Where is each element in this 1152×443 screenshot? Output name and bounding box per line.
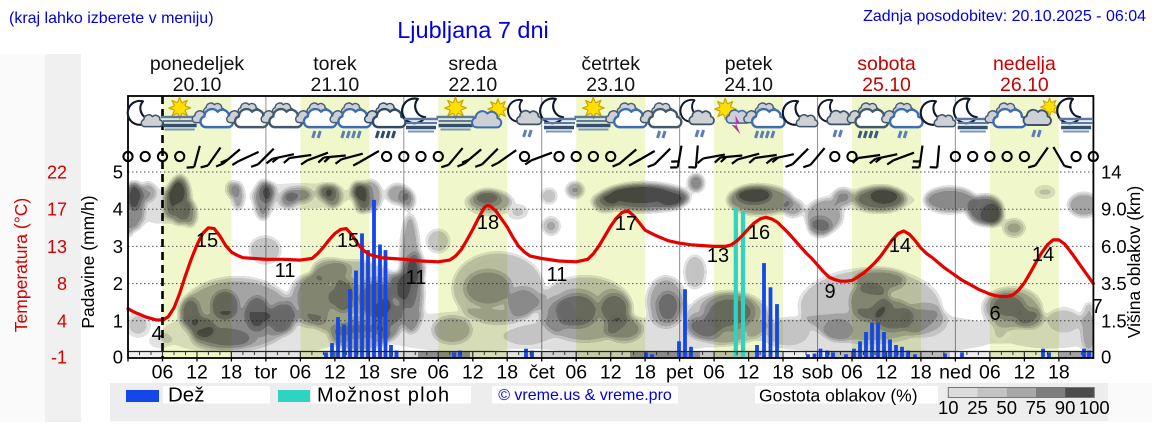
svg-text:tor: tor [255,362,278,384]
svg-text:ponedeljek: ponedeljek [150,53,245,75]
svg-text:26.10: 26.10 [1000,74,1049,96]
svg-text:5: 5 [113,162,123,183]
svg-text:12: 12 [462,362,484,384]
svg-text:22.10: 22.10 [448,74,497,96]
svg-text:4: 4 [113,199,123,220]
svg-text:13: 13 [707,245,729,267]
svg-text:06: 06 [841,362,863,384]
svg-text:25: 25 [967,397,988,418]
svg-text:24.10: 24.10 [724,74,773,96]
svg-text:Gostota oblakov (%): Gostota oblakov (%) [759,386,918,406]
svg-text:06: 06 [979,362,1001,384]
svg-text:18: 18 [358,362,380,384]
svg-text:10: 10 [938,397,959,418]
svg-text:8: 8 [57,274,67,294]
svg-text:-1: -1 [51,348,67,368]
svg-text:torek: torek [313,53,357,75]
svg-text:nedelja: nedelja [993,53,1056,75]
svg-text:pet: pet [666,362,694,384]
svg-text:ned: ned [939,362,972,384]
svg-text:4: 4 [151,323,162,345]
svg-text:(kraj lahko izberete v meniju): (kraj lahko izberete v meniju) [9,10,214,27]
svg-text:12: 12 [1014,362,1036,384]
svg-text:čet: čet [529,362,556,384]
svg-text:18: 18 [634,362,656,384]
svg-text:petek: petek [725,53,773,75]
svg-text:Dež: Dež [168,384,204,407]
svg-text:12: 12 [600,362,622,384]
svg-text:17: 17 [615,213,637,235]
svg-text:0: 0 [1101,347,1111,368]
svg-text:Zadnja posodobitev: 20.10.2025: Zadnja posodobitev: 20.10.2025 - 06:04 [863,8,1146,25]
svg-text:sreda: sreda [448,53,497,75]
svg-text:06: 06 [152,362,174,384]
svg-text:sob: sob [802,362,834,384]
svg-text:12: 12 [186,362,208,384]
svg-text:3: 3 [113,236,123,257]
svg-text:Ljubljana 7 dni: Ljubljana 7 dni [397,17,549,43]
svg-text:14: 14 [889,235,911,257]
svg-text:15: 15 [337,230,359,252]
svg-text:22: 22 [47,163,67,183]
svg-text:Višina oblakov (km): Višina oblakov (km) [1124,186,1144,338]
svg-text:četrtek: četrtek [581,53,640,75]
svg-text:11: 11 [275,260,296,282]
svg-text:100: 100 [1079,397,1110,418]
svg-text:0: 0 [113,347,123,368]
svg-text:12: 12 [876,362,898,384]
svg-text:Temperatura (°C): Temperatura (°C) [11,198,31,332]
svg-text:9.0: 9.0 [1101,199,1127,220]
svg-text:90: 90 [1055,397,1076,418]
svg-text:75: 75 [1026,397,1047,418]
svg-text:12: 12 [324,362,346,384]
svg-text:7: 7 [1091,296,1102,318]
svg-text:12: 12 [738,362,760,384]
svg-text:sobota: sobota [857,53,916,75]
svg-text:2: 2 [113,273,123,294]
svg-text:4: 4 [57,311,67,331]
svg-text:6: 6 [989,303,1000,325]
svg-text:06: 06 [427,362,449,384]
svg-text:14: 14 [1101,162,1122,183]
svg-text:18: 18 [910,362,932,384]
svg-text:23.10: 23.10 [586,74,635,96]
svg-text:17: 17 [47,200,67,220]
svg-text:1.5: 1.5 [1101,310,1127,331]
svg-text:1: 1 [113,310,123,331]
svg-text:16: 16 [748,222,770,244]
svg-text:© vreme.us & vreme.pro: © vreme.us & vreme.pro [498,387,672,404]
svg-text:06: 06 [703,362,725,384]
svg-text:9: 9 [824,281,835,303]
svg-text:14: 14 [1032,244,1054,266]
svg-text:06: 06 [565,362,587,384]
svg-text:6.0: 6.0 [1101,236,1127,257]
svg-text:18: 18 [477,212,499,234]
svg-text:Padavine (mm/h): Padavine (mm/h) [78,195,98,328]
svg-text:18: 18 [772,362,794,384]
svg-text:sre: sre [390,362,417,384]
svg-text:13: 13 [47,237,67,257]
svg-text:21.10: 21.10 [310,74,359,96]
svg-text:20.10: 20.10 [173,74,222,96]
svg-text:06: 06 [290,362,312,384]
svg-text:25.10: 25.10 [862,74,911,96]
svg-text:11: 11 [406,267,427,289]
svg-text:11: 11 [547,264,568,286]
svg-text:50: 50 [996,397,1017,418]
svg-text:18: 18 [496,362,518,384]
svg-text:Možnost ploh: Možnost ploh [317,385,450,407]
svg-text:3.5: 3.5 [1101,273,1127,294]
svg-text:15: 15 [196,230,218,252]
svg-text:18: 18 [1048,362,1070,384]
svg-text:18: 18 [221,362,243,384]
